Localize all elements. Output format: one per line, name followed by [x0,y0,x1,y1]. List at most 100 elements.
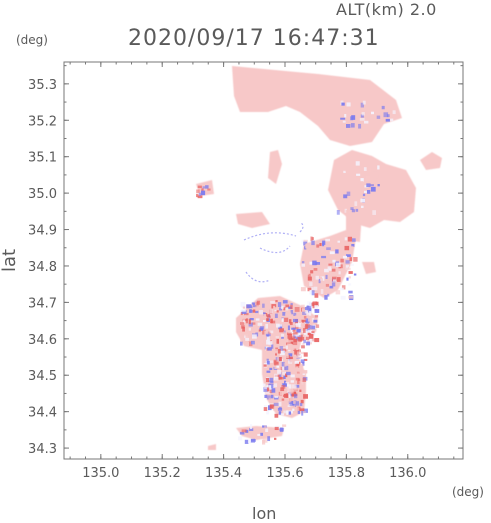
echo-cell [335,290,341,295]
echo-cell [292,356,297,361]
echo-cell [257,322,263,326]
echo-cell [339,264,343,269]
echo-cell [313,319,318,323]
echo-cell [274,392,278,396]
echo-cell [332,259,336,263]
echo-fragment [259,245,291,254]
echo-cell [290,366,295,371]
echo-cell [263,314,267,319]
echo-cell [289,402,293,406]
echo-cell [313,286,318,291]
echo-cell [319,256,324,261]
echo-cell [302,336,308,341]
echo-cell [292,412,297,415]
echo-cell [279,350,285,356]
echo-cell [198,192,201,197]
echo-cell [338,271,341,275]
echo-cell [240,301,246,307]
echo-cell [205,185,209,189]
echo-cell [301,304,305,310]
echo-cell [295,366,299,369]
echo-cell [267,331,271,334]
y-axis-unit: (deg) [16,33,48,47]
echo-cell [348,295,354,299]
echo-cell [268,397,271,403]
echo-cell [339,287,344,291]
echo-cell [347,236,353,242]
echo-cell [307,287,313,292]
echo-cell [244,312,249,316]
echo-cell [285,345,288,350]
echo-cell [298,323,303,328]
lat-tick-label: 35.0 [28,187,57,202]
echo-cell [311,237,314,241]
echo-cell [371,111,375,115]
echo-cell [300,331,304,335]
echo-cell [281,361,286,367]
echo-cell [304,307,308,311]
echo-cell [268,427,273,431]
echo-cell [362,100,366,105]
echo-cell [277,370,281,374]
echo-cell [302,377,307,382]
echo-cell [286,384,292,390]
echo-cell [254,343,258,347]
echo-cell [283,410,289,414]
echo-cell [288,346,291,351]
echo-cell [362,193,366,197]
echo-cell [261,300,266,304]
echo-cell [342,120,346,123]
echo-cell [314,305,319,310]
echo-cell [292,321,297,324]
lat-tick-label: 34.4 [28,406,57,421]
echo-cell [306,306,312,311]
echo-cell [324,268,329,273]
echo-cell [304,308,309,314]
echo-cell [259,339,264,344]
echo-cell [319,243,322,247]
echo-cell [311,317,315,322]
echo-cell [299,365,302,370]
echo-cell [346,254,351,257]
echo-cell [271,388,276,393]
echo-cell [300,383,303,389]
echo-cell [267,395,271,400]
echo-cell [302,370,308,374]
echo-cell [326,247,331,251]
echo-cell [370,184,374,187]
echo-cell [293,312,297,316]
echo-cell [269,309,273,314]
echo-region [268,150,282,184]
echo-cell [337,240,340,243]
echo-cell [294,360,300,364]
echo-cell [207,188,211,191]
echo-cell [293,344,298,348]
echo-cell [290,405,296,409]
echo-cell [291,327,296,330]
echo-fragment [245,271,271,283]
echo-cell [320,278,323,283]
echo-cell [297,409,301,414]
echo-cell [279,357,282,362]
echo-cell [274,413,279,418]
echo-cell [285,352,289,357]
echo-cell [361,112,365,116]
echo-cell [238,436,243,441]
echo-cell [315,301,319,307]
echo-cell [257,433,261,436]
echo-cell [241,310,247,314]
echo-cell [358,123,362,129]
echo-layer [196,66,442,450]
echo-cell [333,279,337,282]
echo-cell [299,402,303,406]
echo-cell [294,333,299,337]
echo-cell [385,118,390,122]
echo-cell [274,437,277,440]
echo-cell [346,124,351,128]
echo-cell [301,263,306,267]
lon-tick-label: 135.8 [328,466,365,481]
echo-cell [268,360,274,363]
echo-cell [370,186,376,192]
echo-cell [300,336,305,341]
echo-cell [290,359,296,362]
